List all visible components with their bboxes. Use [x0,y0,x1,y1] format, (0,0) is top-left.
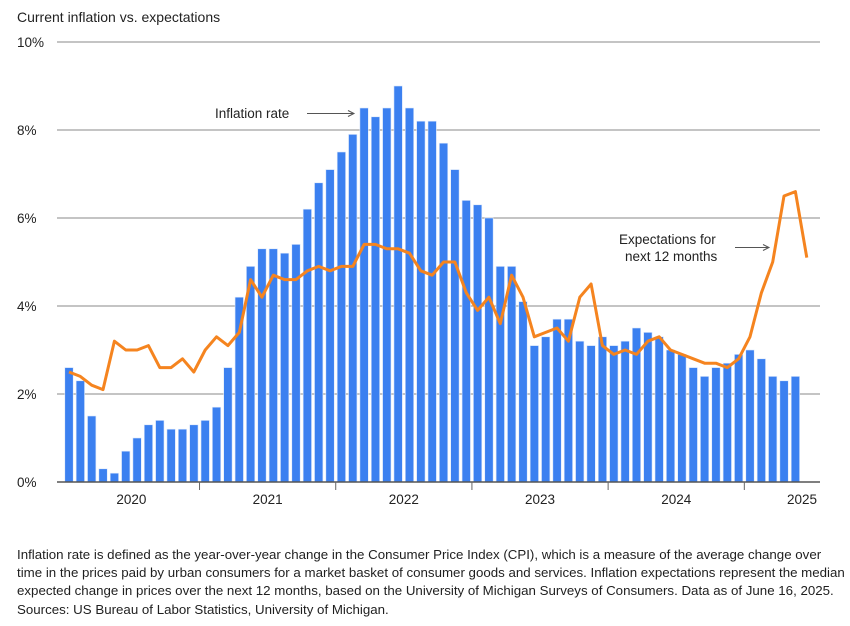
bar [700,376,710,483]
annotation-expectations-line1: Expectations for [619,232,716,247]
bar [473,204,483,483]
bar [677,354,687,483]
bar [64,367,74,483]
bar [586,345,596,483]
bar [427,120,437,483]
bar [575,340,585,483]
bar [404,107,414,483]
x-tick-label: 2023 [525,492,555,507]
bar [189,424,199,483]
bar [166,428,176,483]
bar [302,208,312,483]
bar [711,367,721,483]
bar [325,169,335,483]
bar [643,332,653,483]
bar [756,358,766,483]
x-tick-label: 2025 [787,492,817,507]
bar [223,367,233,483]
y-tick-label: 4% [17,299,37,314]
y-tick-label: 10% [17,35,44,50]
bar [393,85,403,483]
bar [552,318,562,483]
y-tick-label: 6% [17,211,37,226]
bar [734,354,744,483]
x-tick-label: 2024 [661,492,692,507]
bar [359,107,369,483]
bar [280,252,290,483]
arrow-icon [307,110,356,117]
bar [109,472,119,483]
bar [200,420,210,483]
bar [666,349,676,483]
bar [654,336,664,483]
bar [790,376,800,483]
bar [620,340,630,483]
inflation-chart: Current inflation vs. expectations 0% 2% 4… [17,9,820,507]
y-tick-label: 0% [17,475,37,490]
bar [450,169,460,483]
bar [132,437,142,483]
bar [416,120,426,483]
x-tick-label: 2020 [116,492,146,507]
bar [87,415,97,483]
annotation-inflation-rate: Inflation rate [215,106,289,121]
y-tick-label: 2% [17,387,37,402]
x-tick-label: 2021 [253,492,283,507]
bar [768,376,778,483]
bar [212,406,222,483]
bar [779,380,789,483]
bar [484,217,494,483]
bar [563,318,573,483]
bar [348,134,358,483]
bar [529,345,539,483]
bar [722,362,732,483]
bar [121,450,131,483]
gridlines [57,41,820,395]
x-axis: 2020 2021 2022 2023 2024 2025 [57,481,820,507]
chart-title: Current inflation vs. expectations [17,9,220,25]
bar [370,116,380,483]
bar [336,151,346,483]
arrow-icon [735,244,771,251]
x-tick-label: 2022 [389,492,419,507]
bar [495,266,505,483]
y-axis-ticks: 0% 2% 4% 6% 8% 10% [17,35,44,490]
bar [541,336,551,483]
bar [609,345,619,483]
bar [518,301,528,483]
bar [688,367,698,483]
bar [382,107,392,483]
bar [155,420,165,483]
bar [257,248,267,483]
bar [507,266,517,483]
bar [98,468,108,483]
bar [461,200,471,483]
y-tick-label: 8% [17,123,37,138]
bar [143,424,153,483]
bar [178,428,188,483]
inflation-bars [64,85,800,483]
bar [75,380,85,483]
bar [314,182,324,483]
bar [439,142,449,483]
bar [745,349,755,483]
bar [597,336,607,483]
expectations-line [68,190,809,392]
annotation-expectations-line2: next 12 months [625,249,718,264]
footnote: Inflation rate is defined as the year-ov… [17,547,845,617]
